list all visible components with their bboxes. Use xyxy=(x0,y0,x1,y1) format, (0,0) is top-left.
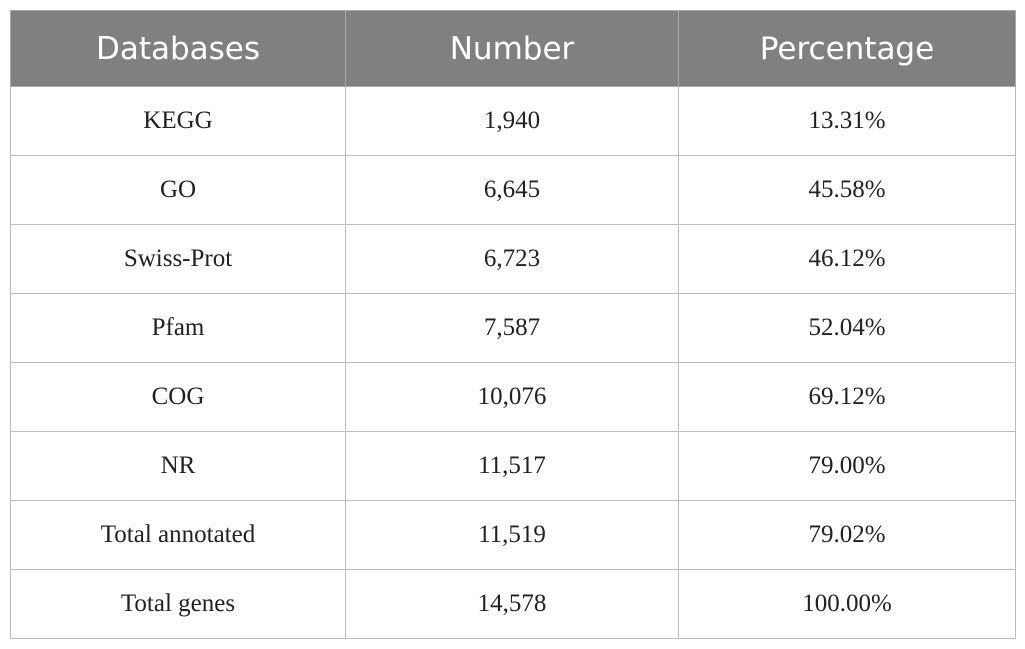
table-cell: 1,940 xyxy=(345,86,679,156)
table-cell: COG xyxy=(10,362,346,432)
table-cell: 11,517 xyxy=(345,431,679,501)
table-cell: 14,578 xyxy=(345,569,679,639)
table-cell: Total annotated xyxy=(10,500,346,570)
table-row: Swiss-Prot 6,723 46.12% xyxy=(10,224,1016,294)
table-cell: 13.31% xyxy=(678,86,1016,156)
table-cell: KEGG xyxy=(10,86,346,156)
annotation-table: Databases Number Percentage KEGG 1,940 13.31… xyxy=(10,10,1016,639)
table-row: KEGG 1,940 13.31% xyxy=(10,86,1016,156)
table-cell: 11,519 xyxy=(345,500,679,570)
table-cell: 79.02% xyxy=(678,500,1016,570)
table-cell: 100.00% xyxy=(678,569,1016,639)
table-cell: 6,645 xyxy=(345,155,679,225)
header-cell: Number xyxy=(345,10,679,87)
table-cell: GO xyxy=(10,155,346,225)
table-cell: Swiss-Prot xyxy=(10,224,346,294)
header-cell: Percentage xyxy=(678,10,1016,87)
table-cell: 7,587 xyxy=(345,293,679,363)
table-cell: Pfam xyxy=(10,293,346,363)
table-cell: 46.12% xyxy=(678,224,1016,294)
table-body: KEGG 1,940 13.31% GO 6,645 45.58% Swiss-Prot 6,… xyxy=(10,86,1016,639)
table-cell: 52.04% xyxy=(678,293,1016,363)
table-row: Total annotated 11,519 79.02% xyxy=(10,500,1016,570)
table-row: Pfam 7,587 52.04% xyxy=(10,293,1016,363)
table-cell: 6,723 xyxy=(345,224,679,294)
header-row: Databases Number Percentage xyxy=(10,10,1016,87)
table-header: Databases Number Percentage xyxy=(10,10,1016,87)
table-cell: 10,076 xyxy=(345,362,679,432)
table-cell: 69.12% xyxy=(678,362,1016,432)
header-cell: Databases xyxy=(10,10,346,87)
table-cell: Total genes xyxy=(10,569,346,639)
table-row: COG 10,076 69.12% xyxy=(10,362,1016,432)
table-row: GO 6,645 45.58% xyxy=(10,155,1016,225)
table-cell: NR xyxy=(10,431,346,501)
table-row: NR 11,517 79.00% xyxy=(10,431,1016,501)
table-cell: 79.00% xyxy=(678,431,1016,501)
table-row: Total genes 14,578 100.00% xyxy=(10,569,1016,639)
table-cell: 45.58% xyxy=(678,155,1016,225)
